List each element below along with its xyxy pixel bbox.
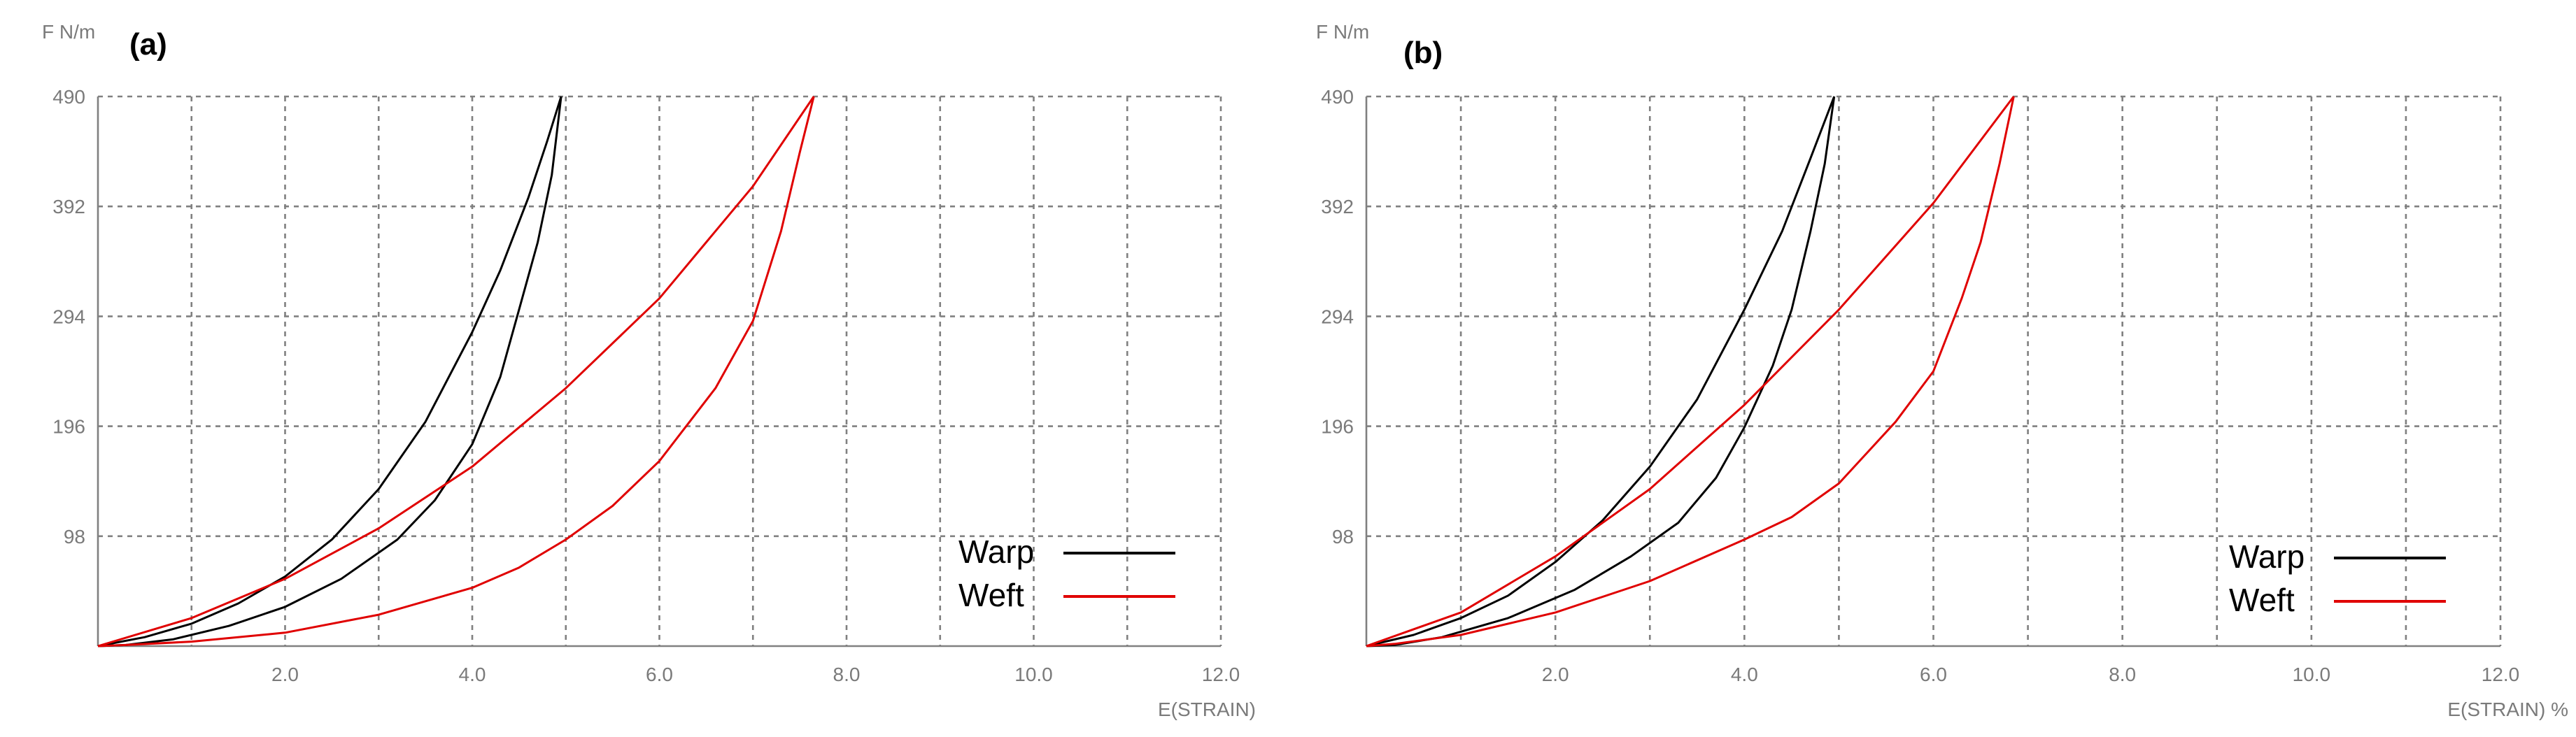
y-tick-label: 294: [52, 306, 85, 327]
chart-panel-b: F N/m (b) E(STRAIN) % 98 196 294 392 490 2.0 4…: [1288, 0, 2576, 737]
series-weft-loading-line: [1366, 96, 2015, 647]
x-tick-label: 8.0: [2109, 664, 2136, 685]
panel-title: (b): [1403, 36, 1443, 70]
chart-a-svg: F N/m (a) E(STRAIN) 98 196 294 392 490 2.0 4.0…: [42, 21, 1256, 720]
chart-b-svg: F N/m (b) E(STRAIN) % 98 196 294 392 490 2.0 4…: [1316, 21, 2568, 720]
x-tick-label: 2.0: [271, 664, 299, 685]
x-tick-label: 12.0: [2482, 664, 2520, 685]
legend-label-weft: Weft: [2229, 582, 2295, 618]
y-tick-label: 196: [1321, 416, 1354, 438]
x-tick-label: 6.0: [646, 664, 673, 685]
series-weft-unloading-line: [1366, 96, 2015, 647]
x-tick-label: 10.0: [2293, 664, 2331, 685]
y-tick-label: 392: [1321, 196, 1354, 217]
x-tick-label: 6.0: [1920, 664, 1947, 685]
y-tick-label: 294: [1321, 306, 1354, 327]
legend-label-weft: Weft: [958, 577, 1024, 613]
x-tick-label: 4.0: [1731, 664, 1758, 685]
legend-label-warp: Warp: [2229, 538, 2305, 575]
panel-title: (a): [129, 27, 167, 62]
y-axis-label: F N/m: [42, 21, 95, 43]
y-tick-label: 490: [1321, 86, 1354, 108]
series-weft-loading-line: [97, 96, 815, 647]
legend-label-warp: Warp: [958, 534, 1034, 570]
chart-panel-a: F N/m (a) E(STRAIN) 98 196 294 392 490 2.0 4.0…: [42, 21, 1256, 720]
series-warp-unloading-line: [1366, 96, 1836, 647]
y-tick-label: 196: [52, 416, 85, 438]
y-tick-label: 392: [52, 196, 85, 217]
series-warp-loading-line: [97, 96, 562, 647]
x-tick-label: 2.0: [1542, 664, 1569, 685]
y-tick-label: 98: [64, 526, 85, 548]
y-tick-label: 98: [1332, 526, 1354, 548]
x-tick-label: 12.0: [1202, 664, 1240, 685]
x-tick-label: 10.0: [1014, 664, 1053, 685]
y-tick-label: 490: [52, 86, 85, 108]
series-weft-unloading-line: [97, 96, 815, 647]
x-axis-label: E(STRAIN): [1158, 699, 1256, 720]
x-axis-label: E(STRAIN) %: [2447, 699, 2568, 720]
x-tick-label: 8.0: [833, 664, 861, 685]
x-tick-label: 4.0: [459, 664, 486, 685]
series-warp-loading-line: [1366, 96, 1836, 647]
series-warp-unloading-line: [97, 96, 562, 647]
y-axis-label: F N/m: [1316, 21, 1369, 43]
